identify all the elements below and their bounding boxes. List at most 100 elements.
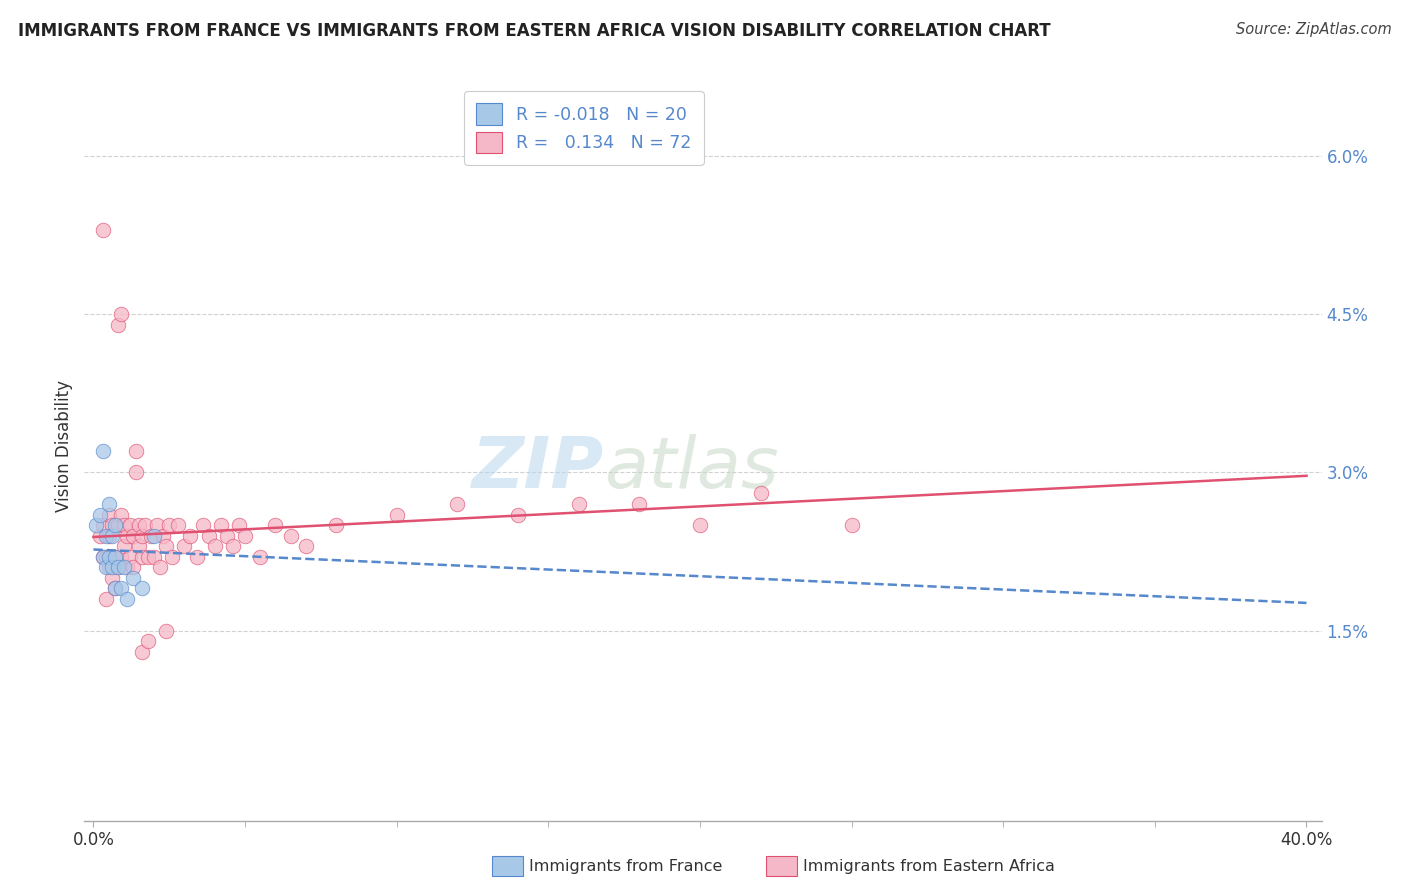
Point (91, 222, 114, 236)
Point (122, 529, 145, 543)
Point (209, 518, 232, 533)
Text: atlas: atlas (605, 434, 779, 503)
Point (104, 582, 127, 596)
Point (689, 518, 711, 533)
Point (128, 539, 150, 553)
Point (186, 549, 208, 564)
Point (131, 645, 153, 659)
Point (112, 560, 135, 574)
Text: Immigrants from France: Immigrants from France (529, 859, 723, 873)
Point (264, 518, 287, 533)
Point (91, 444, 114, 458)
Point (97, 549, 120, 564)
Point (136, 634, 159, 648)
Point (110, 307, 132, 321)
Point (131, 582, 153, 596)
Point (104, 549, 127, 564)
Point (179, 529, 201, 543)
Point (841, 518, 863, 533)
Point (249, 549, 271, 564)
Point (294, 539, 316, 553)
Point (136, 549, 159, 564)
Point (94, 592, 117, 607)
Text: ZIP: ZIP (472, 434, 605, 503)
Point (107, 560, 129, 574)
Point (91, 549, 114, 564)
Point (131, 529, 153, 543)
Point (197, 529, 219, 543)
Point (107, 318, 129, 332)
Point (110, 508, 132, 522)
Point (122, 560, 145, 574)
Point (107, 560, 129, 574)
Point (143, 529, 166, 543)
Y-axis label: Vision Disability: Vision Disability (55, 380, 73, 512)
Point (104, 549, 127, 564)
Point (86, 518, 108, 533)
Point (97, 560, 120, 574)
Point (110, 582, 132, 596)
Point (100, 549, 122, 564)
Point (506, 508, 529, 522)
Point (118, 549, 141, 564)
Point (122, 571, 145, 585)
Point (134, 518, 156, 533)
Point (91, 549, 114, 564)
Text: Source: ZipAtlas.com: Source: ZipAtlas.com (1236, 22, 1392, 37)
Text: Immigrants from Eastern Africa: Immigrants from Eastern Africa (803, 859, 1054, 873)
Point (89, 529, 111, 543)
Point (568, 497, 591, 511)
Point (162, 549, 184, 564)
Point (94, 529, 117, 543)
Point (112, 539, 135, 553)
Point (100, 518, 122, 533)
Point (191, 518, 214, 533)
Legend: R = -0.018   N = 20, R =   0.134   N = 72: R = -0.018 N = 20, R = 0.134 N = 72 (464, 91, 704, 165)
Point (104, 518, 127, 533)
Point (749, 486, 772, 500)
Point (446, 497, 468, 511)
Point (97, 529, 120, 543)
Point (115, 592, 138, 607)
Point (173, 539, 195, 553)
Point (155, 539, 177, 553)
Point (233, 529, 256, 543)
Point (325, 518, 347, 533)
Text: IMMIGRANTS FROM FRANCE VS IMMIGRANTS FROM EASTERN AFRICA VISION DISABILITY CORRE: IMMIGRANTS FROM FRANCE VS IMMIGRANTS FRO… (18, 22, 1050, 40)
Point (139, 529, 162, 543)
Point (125, 444, 148, 458)
Point (204, 539, 226, 553)
Point (115, 560, 138, 574)
Point (157, 518, 180, 533)
Point (167, 518, 190, 533)
Point (97, 508, 120, 522)
Point (115, 529, 138, 543)
Point (110, 549, 132, 564)
Point (155, 624, 177, 638)
Point (385, 508, 408, 522)
Point (280, 529, 302, 543)
Point (107, 518, 129, 533)
Point (146, 518, 169, 533)
Point (215, 529, 238, 543)
Point (100, 571, 122, 585)
Point (152, 529, 174, 543)
Point (104, 582, 127, 596)
Point (228, 518, 250, 533)
Point (97, 497, 120, 511)
Point (112, 518, 135, 533)
Point (118, 518, 141, 533)
Point (89, 508, 111, 522)
Point (94, 549, 117, 564)
Point (91, 518, 114, 533)
Point (222, 539, 245, 553)
Point (125, 466, 148, 480)
Point (143, 549, 166, 564)
Point (94, 560, 117, 574)
Point (628, 497, 651, 511)
Point (149, 560, 172, 574)
Point (100, 560, 122, 574)
Point (100, 529, 122, 543)
Point (128, 518, 150, 533)
Point (131, 549, 153, 564)
